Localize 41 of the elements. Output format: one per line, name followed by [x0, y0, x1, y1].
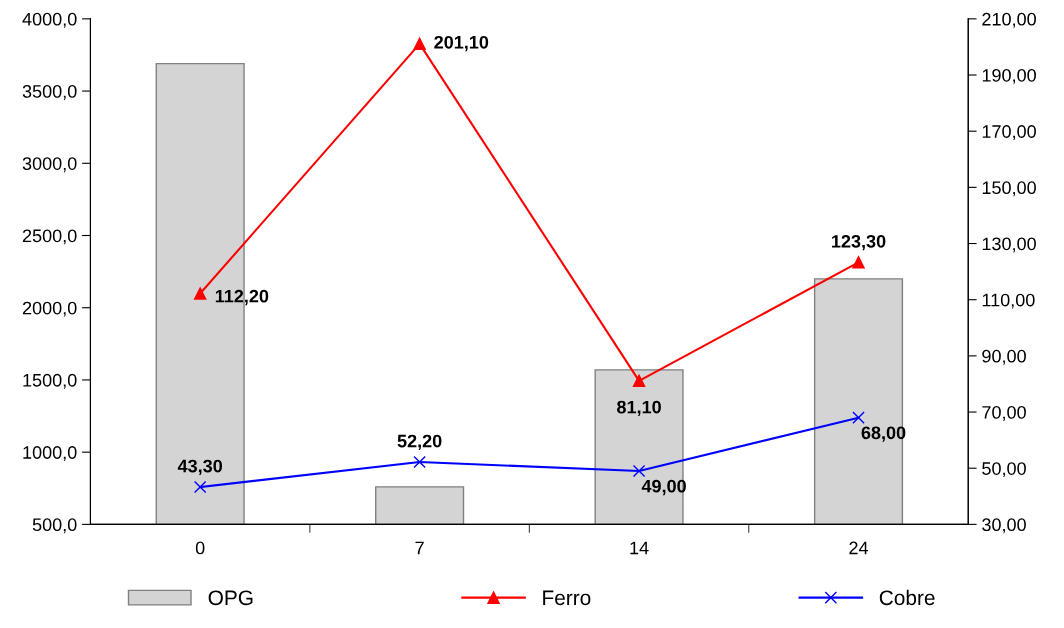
- legend-label: OPG: [208, 590, 253, 606]
- y-tick-label: 2500,0: [22, 229, 77, 245]
- y-tick-label: 3500,0: [22, 84, 77, 100]
- point: [632, 464, 646, 478]
- y-tick-label: 2000,0: [22, 301, 77, 317]
- legend-label: Ferro: [543, 590, 591, 606]
- data-label: 123,30: [832, 234, 886, 251]
- y2-tick-label: 50,00: [982, 462, 1026, 478]
- point: [632, 374, 646, 388]
- data-label: 52,20: [397, 434, 442, 451]
- data-label: 68,00: [861, 426, 906, 442]
- point: [193, 480, 207, 494]
- data-label: 49,00: [641, 479, 686, 496]
- y2-tick-label: 190,00: [982, 68, 1036, 84]
- x-tick-label: 24: [849, 541, 869, 555]
- point: [413, 455, 426, 469]
- point: [852, 256, 865, 269]
- y-tick-label: 3000,0: [22, 157, 77, 173]
- y2-tick-label: 70,00: [982, 405, 1026, 421]
- y2-tick-label: 210,00: [982, 12, 1036, 28]
- data-label: 81,10: [617, 400, 661, 417]
- y-tick-label: 1000,0: [23, 446, 77, 462]
- y2-tick-label: 130,00: [982, 237, 1036, 253]
- legend-label: Cobre: [879, 589, 935, 606]
- y2-tick-label: 170,00: [982, 125, 1036, 141]
- x-tick-label: 14: [630, 541, 649, 555]
- x-tick-label: 7: [415, 541, 424, 555]
- y2-tick-label: 90,00: [982, 349, 1026, 365]
- y-tick-label: 1500,0: [23, 373, 77, 389]
- point: [852, 411, 865, 424]
- y2-tick-label: 150,00: [982, 181, 1036, 197]
- point: [193, 287, 207, 300]
- data-label: 201,10: [434, 35, 489, 52]
- y-tick-label: 4000,0: [22, 12, 77, 28]
- y2-tick-label: 30,00: [982, 518, 1026, 534]
- data-label: 43,30: [177, 459, 223, 476]
- data-label: 112,20: [215, 289, 269, 306]
- x-tick-label: 0: [195, 541, 205, 555]
- point: [413, 37, 426, 51]
- y-tick-label: 500,0: [32, 518, 77, 534]
- y2-tick-label: 110,00: [982, 293, 1035, 309]
